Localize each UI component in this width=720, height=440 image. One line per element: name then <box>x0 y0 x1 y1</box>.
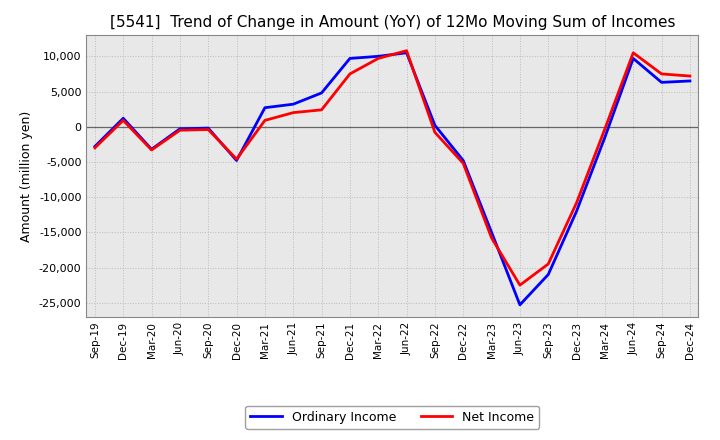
Ordinary Income <box>346 56 354 61</box>
Ordinary Income <box>629 56 637 61</box>
Net Income <box>91 145 99 150</box>
Net Income <box>402 48 411 53</box>
Ordinary Income <box>289 102 297 107</box>
Net Income <box>685 73 694 79</box>
Net Income <box>657 71 666 77</box>
Ordinary Income <box>487 230 496 235</box>
Ordinary Income <box>459 158 467 163</box>
Net Income <box>459 161 467 166</box>
Ordinary Income <box>176 126 184 132</box>
Net Income <box>148 147 156 153</box>
Ordinary Income <box>544 272 552 277</box>
Line: Net Income: Net Income <box>95 51 690 285</box>
Net Income <box>431 130 439 135</box>
Net Income <box>204 127 212 132</box>
Net Income <box>600 126 609 132</box>
Ordinary Income <box>600 135 609 140</box>
Title: [5541]  Trend of Change in Amount (YoY) of 12Mo Moving Sum of Incomes: [5541] Trend of Change in Amount (YoY) o… <box>109 15 675 30</box>
Ordinary Income <box>516 302 524 308</box>
Net Income <box>318 107 326 113</box>
Ordinary Income <box>91 144 99 149</box>
Ordinary Income <box>685 78 694 84</box>
Net Income <box>516 282 524 288</box>
Ordinary Income <box>318 90 326 95</box>
Ordinary Income <box>572 209 581 214</box>
Ordinary Income <box>204 125 212 131</box>
Net Income <box>233 157 241 162</box>
Net Income <box>487 235 496 241</box>
Net Income <box>176 128 184 133</box>
Ordinary Income <box>148 147 156 152</box>
Net Income <box>346 71 354 77</box>
Legend: Ordinary Income, Net Income: Ordinary Income, Net Income <box>246 406 539 429</box>
Ordinary Income <box>233 158 241 163</box>
Ordinary Income <box>657 80 666 85</box>
Net Income <box>119 118 127 123</box>
Y-axis label: Amount (million yen): Amount (million yen) <box>20 110 33 242</box>
Net Income <box>261 118 269 123</box>
Ordinary Income <box>402 50 411 55</box>
Ordinary Income <box>431 123 439 128</box>
Ordinary Income <box>261 105 269 110</box>
Line: Ordinary Income: Ordinary Income <box>95 53 690 305</box>
Net Income <box>374 56 382 61</box>
Net Income <box>629 50 637 55</box>
Net Income <box>544 261 552 267</box>
Net Income <box>572 200 581 205</box>
Ordinary Income <box>119 116 127 121</box>
Ordinary Income <box>374 54 382 59</box>
Net Income <box>289 110 297 115</box>
